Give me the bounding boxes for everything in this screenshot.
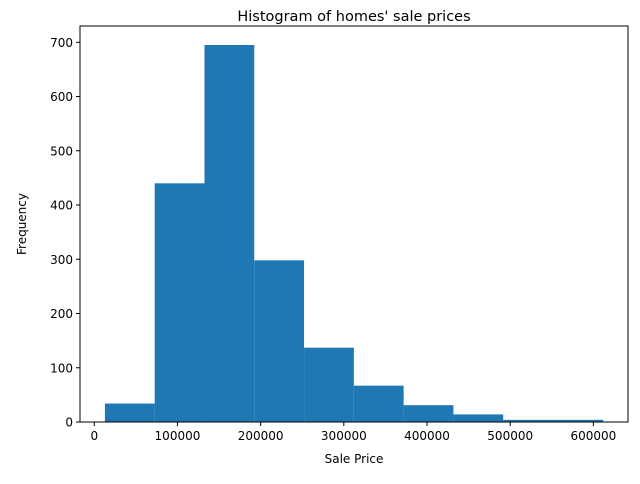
x-tick-label: 100000 <box>155 429 201 443</box>
y-tick-label: 100 <box>50 361 73 375</box>
chart-title: Histogram of homes' sale prices <box>237 9 470 25</box>
x-axis-ticks: 0 100000 200000 300000 400000 500000 600000 <box>90 422 616 443</box>
histogram-bar <box>204 44 255 423</box>
x-axis-label: Sale Price <box>325 452 384 466</box>
histogram-bar <box>353 385 404 422</box>
x-tick-label: 200000 <box>238 429 284 443</box>
histogram-bar <box>453 414 504 422</box>
histogram-bar <box>503 419 553 422</box>
y-axis-ticks: 0 100 200 300 400 500 600 700 <box>50 36 80 430</box>
axes-frame <box>79 25 629 423</box>
x-tick-label: 0 <box>90 429 98 443</box>
x-tick-label: 400000 <box>404 429 450 443</box>
histogram-bar <box>552 419 604 422</box>
histogram-bar <box>104 403 155 422</box>
y-axis-label: Frequency <box>15 193 29 255</box>
y-tick-label: 500 <box>50 144 73 158</box>
histogram-bar <box>304 347 354 422</box>
y-tick-label: 200 <box>50 307 73 321</box>
y-tick-label: 300 <box>50 253 73 267</box>
y-tick-label: 600 <box>50 90 73 104</box>
y-tick-label: 700 <box>50 36 73 50</box>
x-tick-label: 500000 <box>487 429 533 443</box>
x-tick-label: 300000 <box>321 429 367 443</box>
y-tick-label: 0 <box>65 416 73 430</box>
histogram-bar <box>403 405 454 422</box>
x-tick-label: 600000 <box>570 429 616 443</box>
y-tick-label: 400 <box>50 199 73 213</box>
histogram-bar <box>154 183 205 422</box>
histogram-bar <box>254 260 305 422</box>
bars-group <box>104 44 604 423</box>
